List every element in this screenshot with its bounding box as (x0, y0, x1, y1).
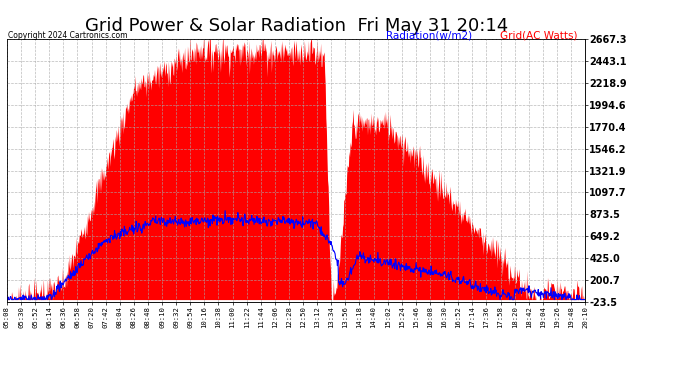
Text: Copyright 2024 Cartronics.com: Copyright 2024 Cartronics.com (8, 31, 128, 40)
Text: Radiation(w/m2): Radiation(w/m2) (386, 31, 473, 41)
Text: Grid(AC Watts): Grid(AC Watts) (500, 31, 578, 41)
Text: Grid Power & Solar Radiation  Fri May 31 20:14: Grid Power & Solar Radiation Fri May 31 … (85, 17, 509, 35)
